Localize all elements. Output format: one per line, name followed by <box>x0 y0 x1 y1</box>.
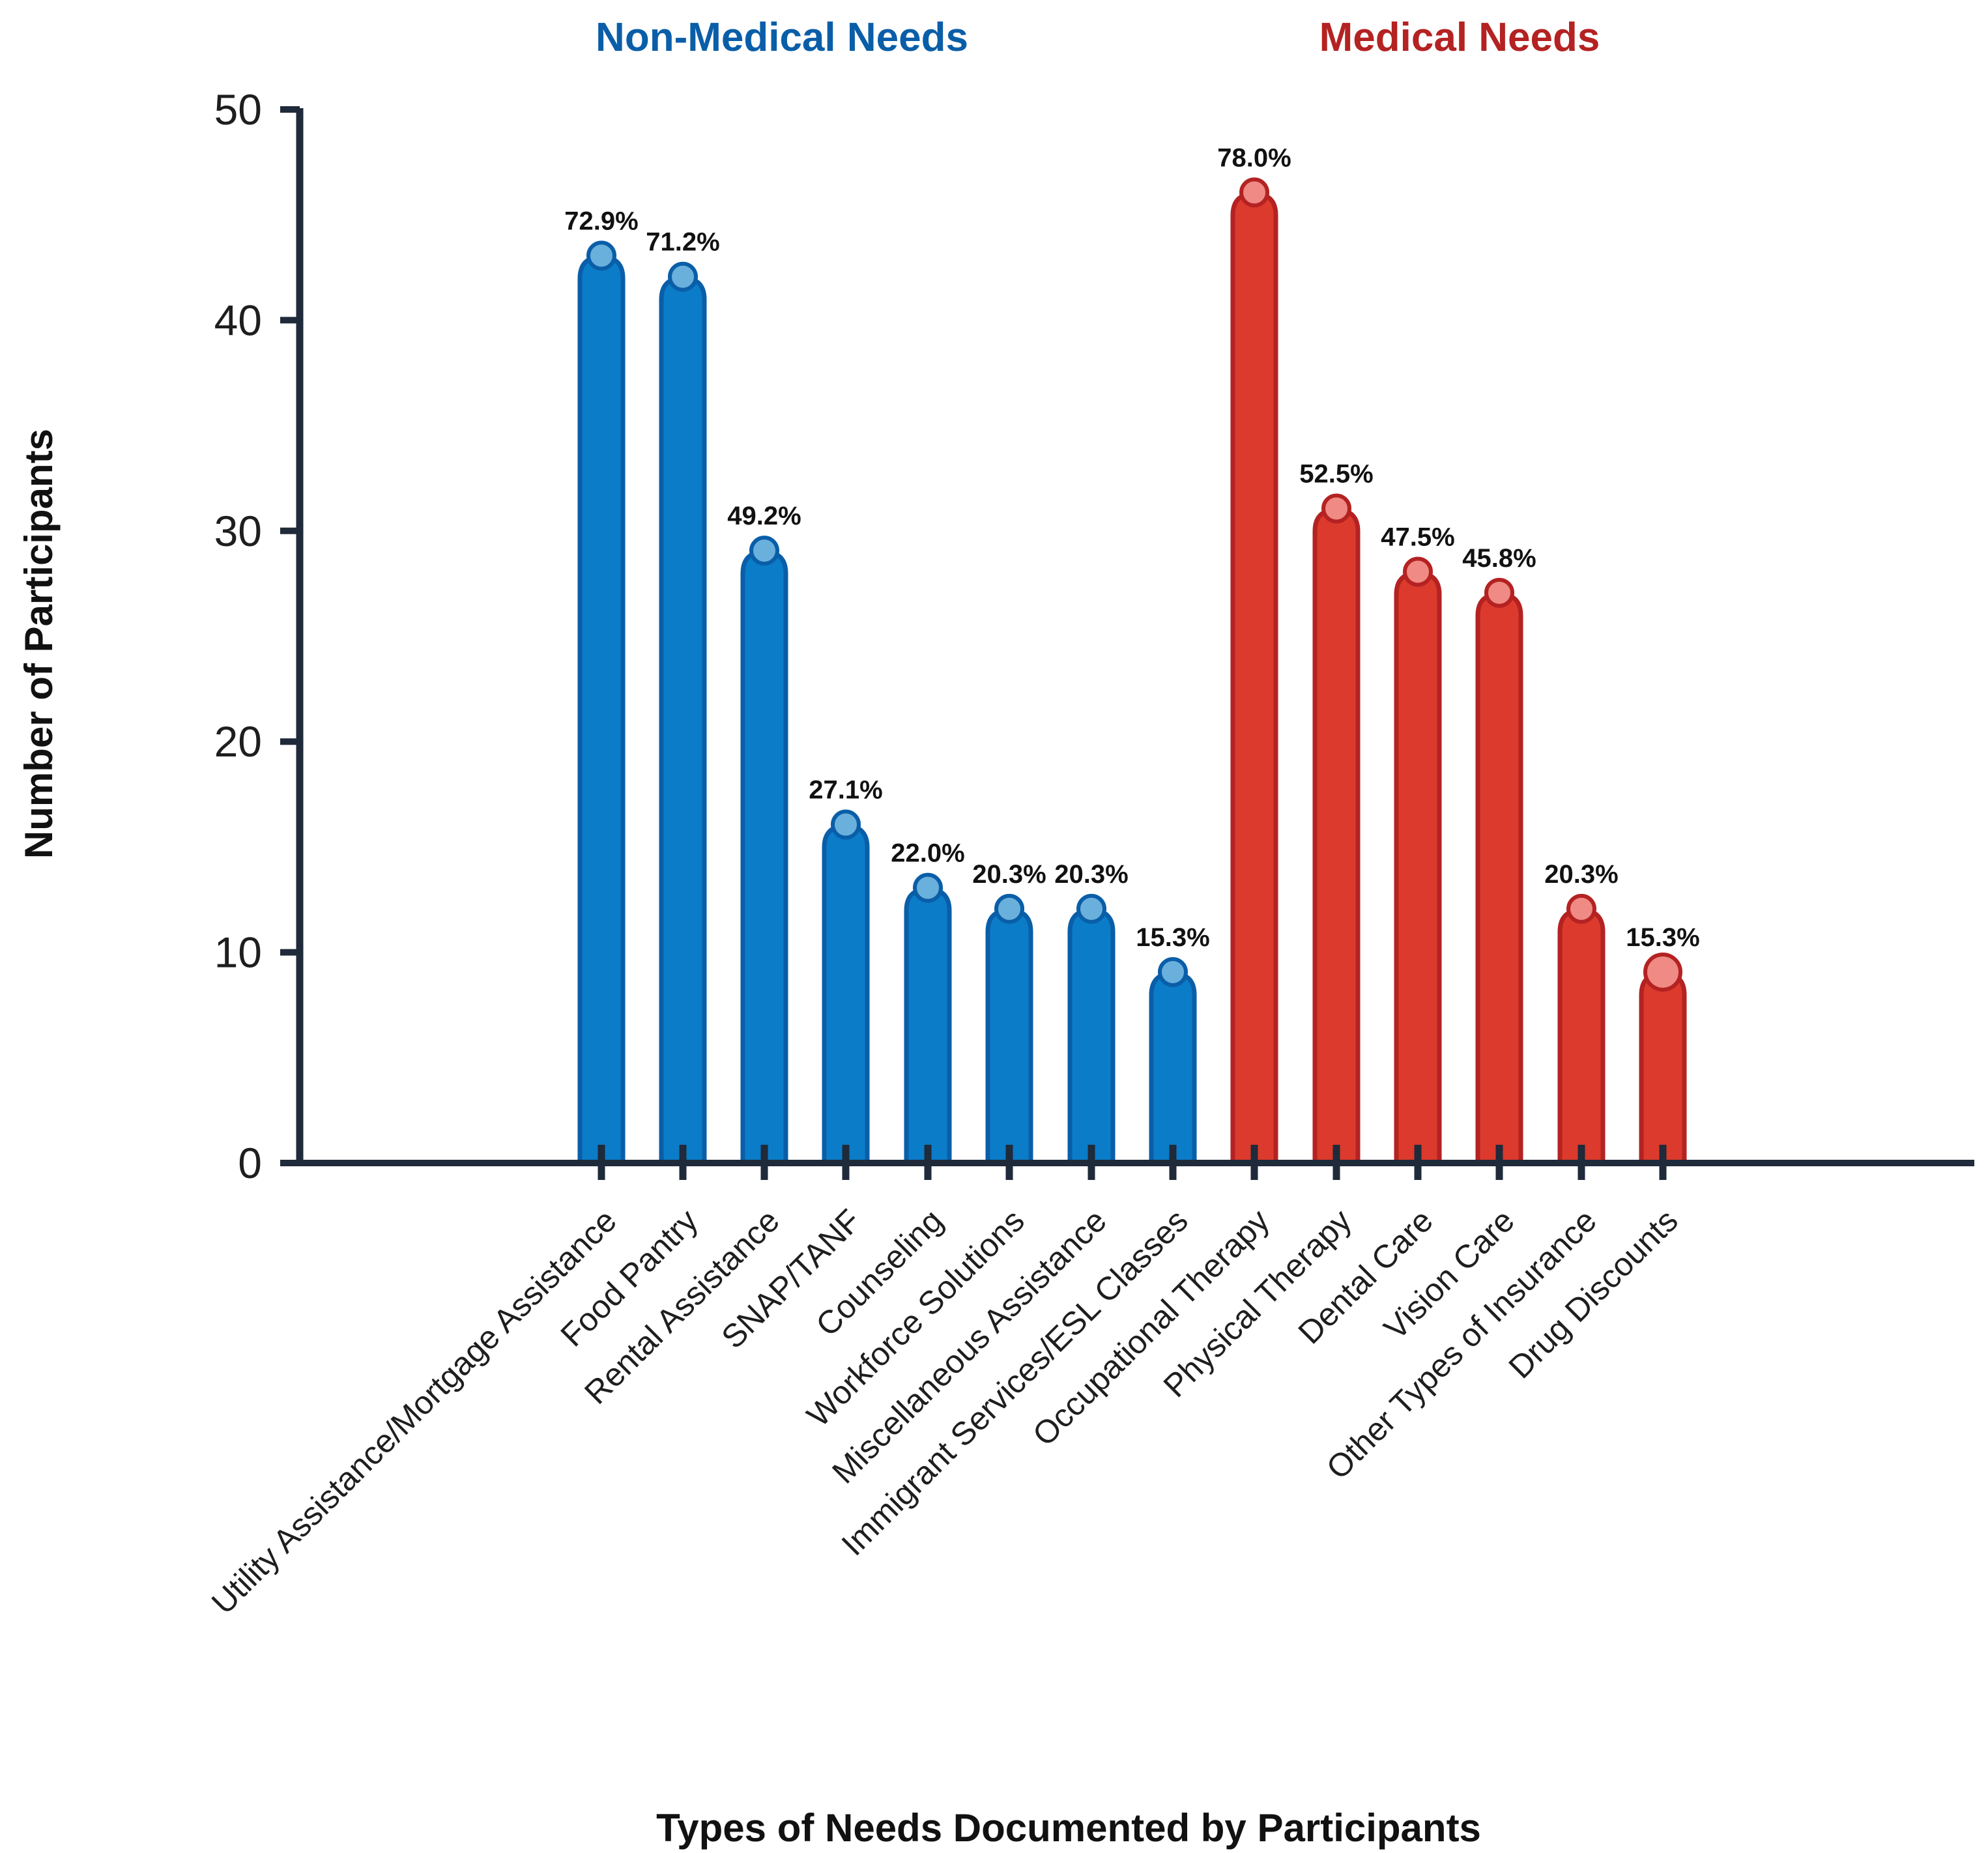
bar-cap-dot <box>994 893 1024 924</box>
bar-drug-discounts <box>1639 971 1687 1166</box>
bar-rental-assistance <box>740 549 788 1166</box>
group-title-non-medical: Non-Medical Needs <box>596 15 968 60</box>
y-tick-label: 0 <box>238 1139 262 1187</box>
y-tick-label: 10 <box>214 928 262 977</box>
data-label: 49.2% <box>727 502 801 530</box>
bar-miscellaneous-assistance <box>1067 908 1116 1166</box>
data-label: 15.3% <box>1626 923 1699 952</box>
bar-workforce-solutions <box>985 908 1033 1166</box>
bar-vision-care <box>1475 592 1523 1166</box>
bar-cap-dot <box>1239 177 1269 208</box>
data-label: 27.1% <box>809 776 882 805</box>
bar-cap-dot <box>831 809 861 840</box>
data-label: 22.0% <box>891 839 964 868</box>
bar-cap-dot <box>1321 493 1351 524</box>
data-label: 52.5% <box>1299 459 1373 488</box>
y-tick-label: 50 <box>214 85 262 134</box>
bar-cap-dot <box>1158 956 1188 987</box>
data-label: 71.2% <box>646 228 719 257</box>
bar-cap-dot <box>749 536 779 566</box>
bar-cap-dot <box>1076 893 1106 924</box>
data-label: 15.3% <box>1136 923 1209 952</box>
data-label: 72.9% <box>564 207 638 235</box>
bar-cap-dot <box>668 261 698 292</box>
x-axis-title: Types of Needs Documented by Participant… <box>656 1806 1481 1850</box>
bar-cap-dot <box>1643 952 1682 992</box>
bar-occupational-therapy <box>1230 191 1278 1166</box>
data-label: 47.5% <box>1381 523 1454 551</box>
y-tick-label: 30 <box>214 507 262 555</box>
y-axis-title: Number of Participants <box>17 429 61 859</box>
bar-cap-dot <box>1403 556 1433 587</box>
data-label: 78.0% <box>1217 143 1291 172</box>
bar-cap-dot <box>1566 893 1596 924</box>
bar-physical-therapy <box>1312 507 1361 1166</box>
data-label: 45.8% <box>1462 544 1536 573</box>
bar-dental-care <box>1394 570 1442 1166</box>
bar-cap-dot <box>1484 577 1514 608</box>
bar-immigrant-services-esl-classes <box>1149 971 1197 1166</box>
data-label: 20.3% <box>1544 860 1618 889</box>
category-label: Utility Assistance/Mortgage Assistance <box>205 1202 624 1621</box>
y-tick-label: 40 <box>214 296 262 344</box>
bar-utility-assistance-mortgage-assistance <box>577 254 626 1166</box>
bar-food-pantry <box>659 276 707 1166</box>
data-label: 20.3% <box>1054 860 1128 889</box>
y-tick-label: 20 <box>214 717 262 766</box>
bar-snap-tanf <box>822 824 870 1166</box>
bar-counseling <box>904 887 952 1166</box>
bar-cap-dot <box>586 240 616 271</box>
bar-other-types-of-insurance <box>1557 908 1606 1166</box>
group-title-medical: Medical Needs <box>1319 15 1600 60</box>
bar-cap-dot <box>913 872 943 903</box>
data-label: 20.3% <box>972 860 1046 889</box>
